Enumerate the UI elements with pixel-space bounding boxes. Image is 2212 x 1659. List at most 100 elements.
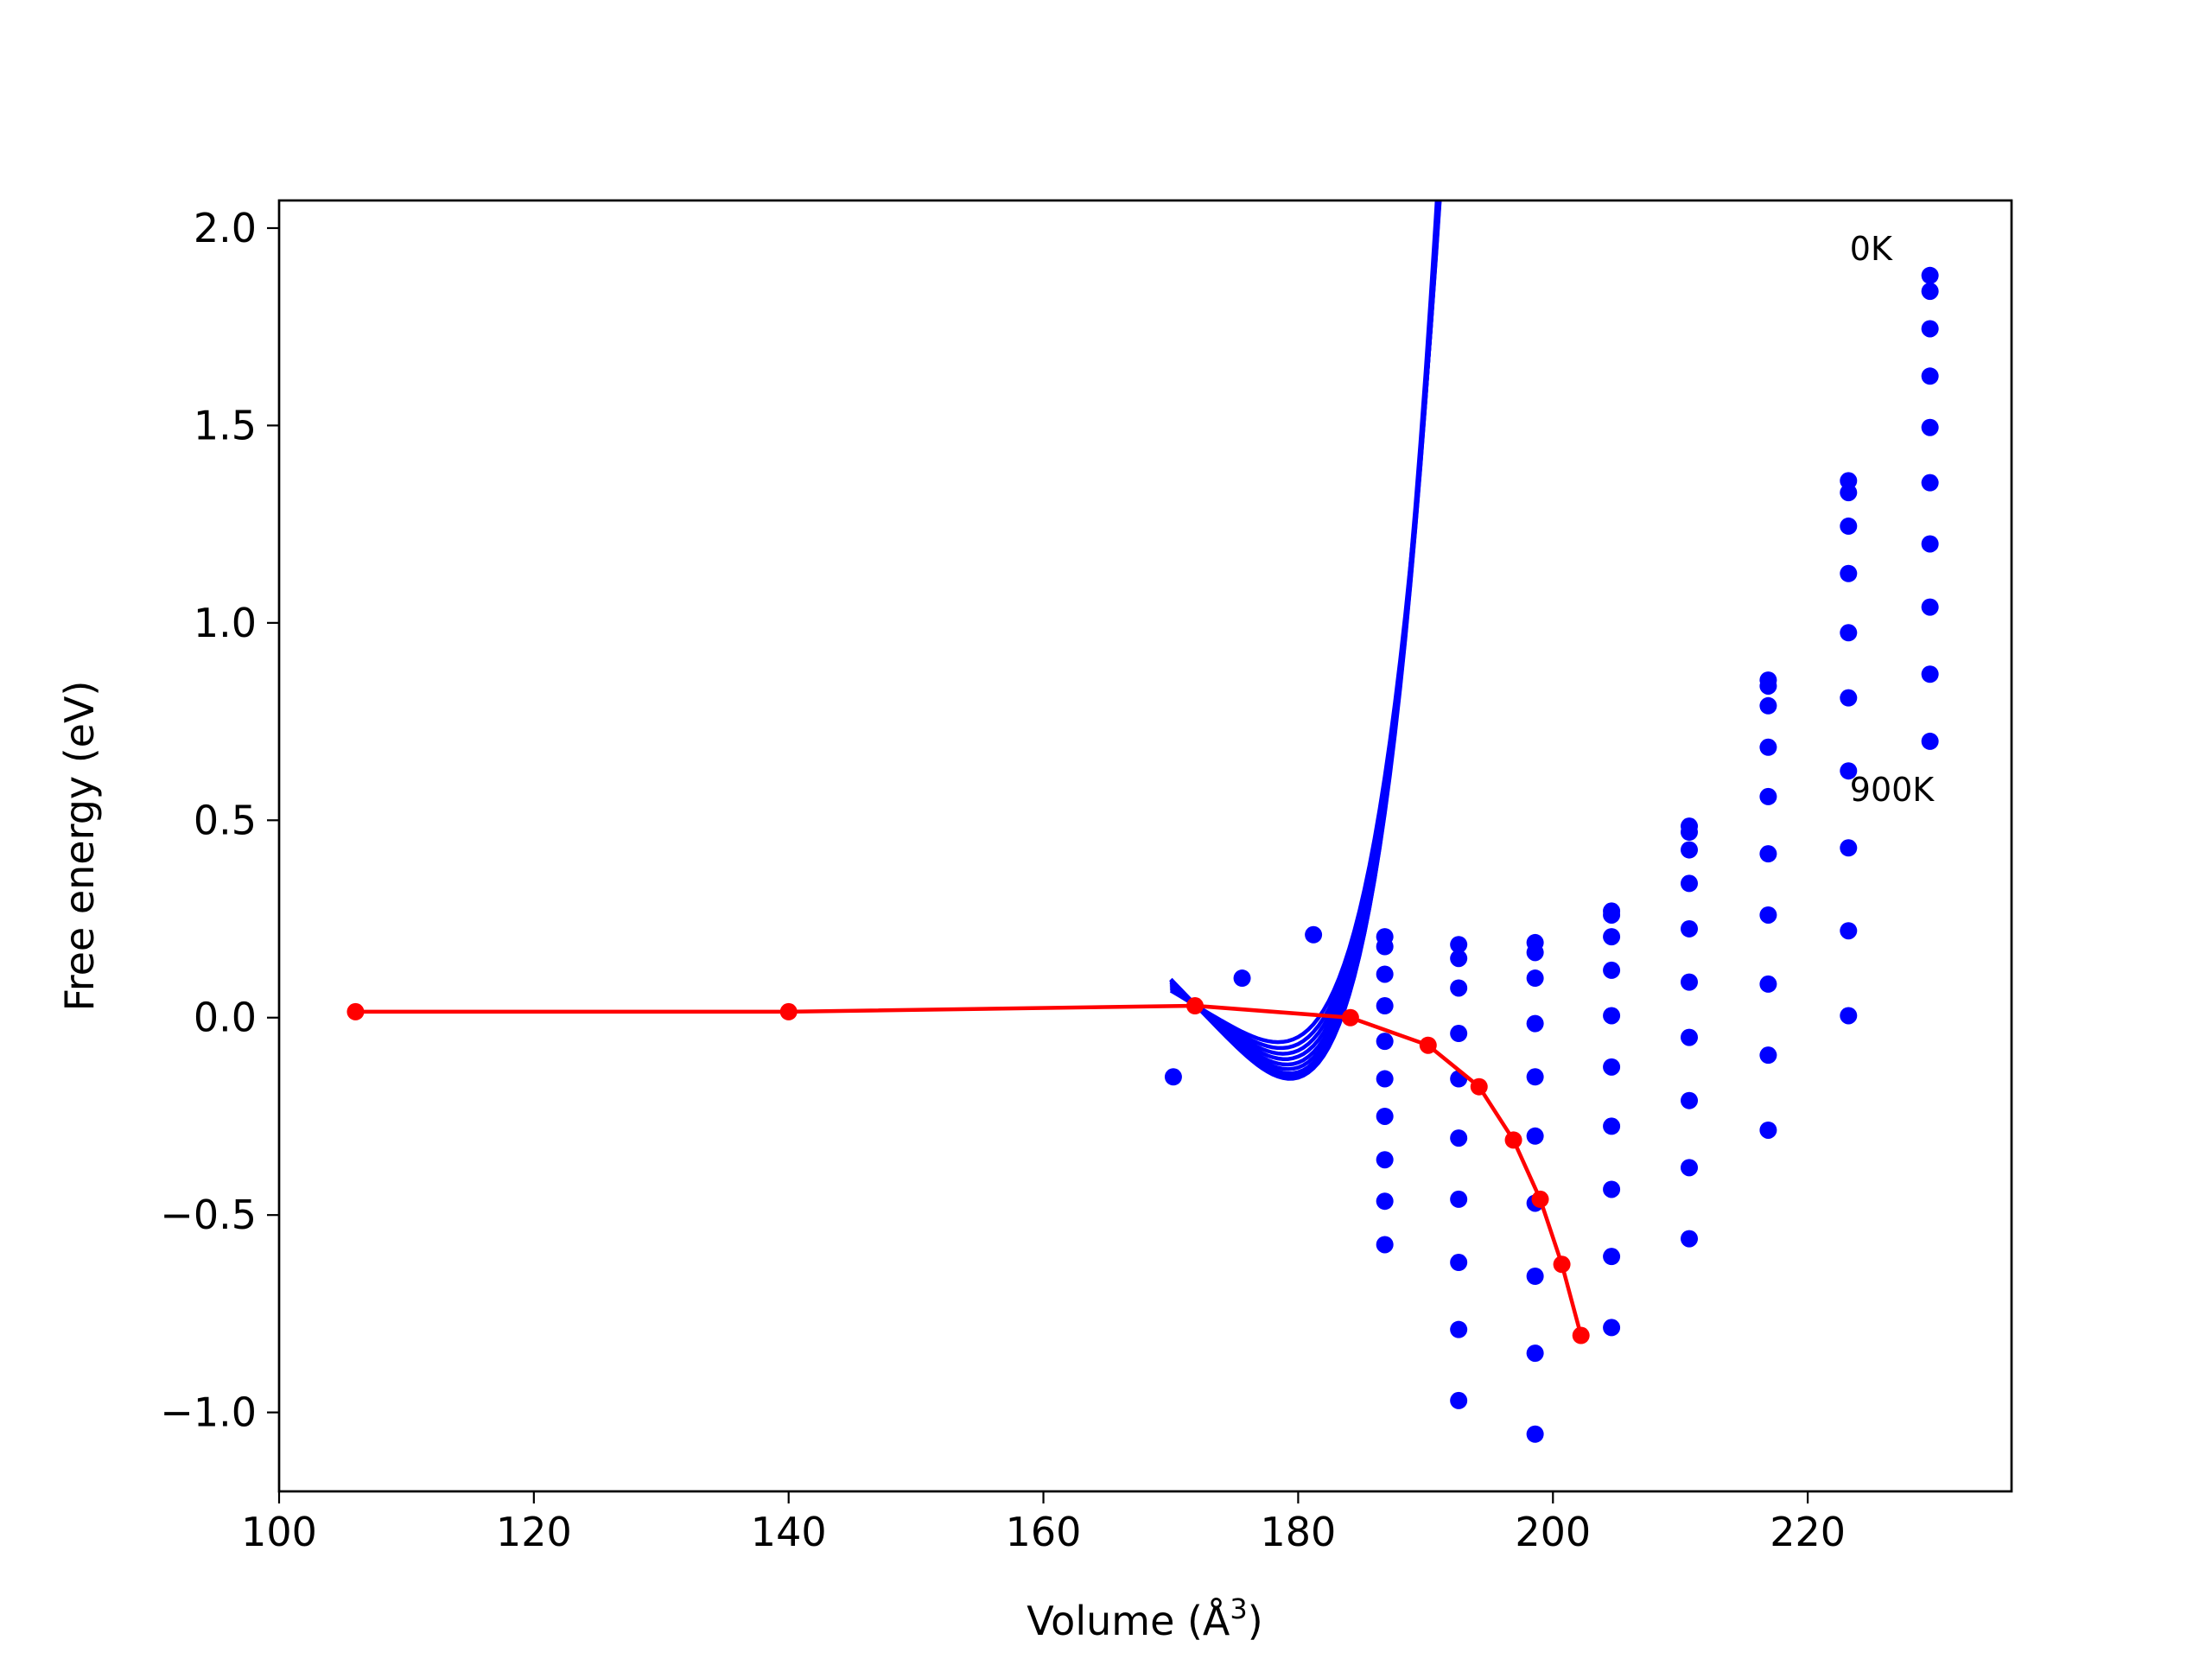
data-point: [1840, 839, 1858, 857]
x-tick-label: 220: [1770, 1509, 1846, 1555]
y-tick-label: 2.0: [194, 205, 257, 251]
data-point: [1759, 1046, 1777, 1065]
data-point: [1603, 1248, 1621, 1266]
data-point: [1759, 696, 1777, 715]
data-point: [1840, 1007, 1858, 1025]
data-point: [1603, 928, 1621, 946]
x-tick-label: 160: [1006, 1509, 1082, 1555]
x-tick-label: 140: [751, 1509, 827, 1555]
data-point: [1759, 787, 1777, 805]
minimum-path-point: [1185, 997, 1204, 1015]
data-point: [1450, 979, 1468, 997]
data-point: [1376, 1107, 1394, 1125]
fit-curve-0: [1169, 200, 1440, 1081]
data-point: [1526, 1068, 1544, 1086]
data-point: [1681, 1091, 1699, 1109]
minimum-path-point: [1572, 1326, 1590, 1344]
data-point: [1450, 936, 1468, 954]
data-point: [1840, 472, 1858, 490]
minimum-path-point: [1553, 1255, 1571, 1274]
data-point: [1921, 266, 1939, 284]
data-point: [1450, 1025, 1468, 1043]
y-tick-label: −0.5: [160, 1192, 257, 1238]
minimum-path-line: [355, 1003, 1583, 1337]
fit-curve-9: [1169, 200, 1442, 1045]
data-point: [1759, 845, 1777, 863]
minimum-path-point: [1504, 1131, 1522, 1149]
minimum-path-point: [779, 1002, 798, 1020]
data-point: [1376, 965, 1394, 983]
y-tick-label: −1.0: [160, 1389, 257, 1436]
plot-area: [346, 200, 1939, 1443]
data-point: [1681, 874, 1699, 893]
x-tick-label: 200: [1515, 1509, 1591, 1555]
data-point: [1840, 922, 1858, 940]
x-axis-ticks: 100 120 140 160 180 200 220: [241, 1491, 1846, 1555]
x-tick-label: 120: [496, 1509, 572, 1555]
data-point: [1305, 925, 1323, 944]
data-point: [1603, 961, 1621, 979]
data-point: [1759, 738, 1777, 756]
data-point: [1603, 1058, 1621, 1076]
x-tick-label: 180: [1261, 1509, 1337, 1555]
x-axis-label: Volume (Å3): [1027, 1592, 1262, 1644]
fit-curve-6: [1169, 200, 1442, 1061]
data-point: [1376, 938, 1394, 956]
data-point: [1450, 1129, 1468, 1147]
data-point: [1840, 689, 1858, 707]
data-point: [1164, 1068, 1182, 1086]
plot-frame: [277, 199, 2013, 1493]
data-point: [1921, 283, 1939, 301]
data-point: [1681, 841, 1699, 859]
minimum-path-point: [1341, 1008, 1359, 1027]
fit-curve-4: [1169, 200, 1441, 1071]
data-point: [1840, 564, 1858, 582]
data-point: [1759, 906, 1777, 924]
data-point: [1603, 1007, 1621, 1025]
y-tick-label: 1.5: [194, 402, 257, 448]
data-point: [1376, 1151, 1394, 1169]
data-point: [1450, 1190, 1468, 1208]
data-point: [1450, 1320, 1468, 1338]
minimum-path-point: [1419, 1036, 1437, 1054]
data-point: [1921, 474, 1939, 492]
fit-curve-2: [1169, 200, 1441, 1079]
data-point: [1921, 665, 1939, 683]
fit-curve-7: [1169, 200, 1442, 1056]
data-point: [1526, 1268, 1544, 1285]
data-point: [1840, 762, 1858, 780]
data-point: [1603, 1180, 1621, 1198]
data-point: [1921, 320, 1939, 338]
data-point: [1840, 517, 1858, 535]
data-point: [1840, 484, 1858, 502]
data-point: [1450, 1391, 1468, 1409]
data-point: [1681, 1230, 1699, 1248]
data-point: [1526, 944, 1544, 962]
data-point: [1526, 1344, 1544, 1363]
data-point: [1376, 1033, 1394, 1051]
data-point: [1759, 975, 1777, 993]
data-point: [1681, 1028, 1699, 1046]
y-axis-label: Free energy (eV): [56, 681, 103, 1012]
annotation-label: 0K: [1850, 230, 1893, 268]
fit-curve-1: [1169, 200, 1440, 1081]
data-point: [1603, 1319, 1621, 1337]
fit-curve-3: [1169, 200, 1441, 1076]
minimum-path-point: [1531, 1190, 1549, 1208]
curve-annotations: 0K 900K: [1850, 230, 1936, 809]
data-point: [1921, 367, 1939, 385]
data-point: [1376, 1236, 1394, 1254]
data-point: [1603, 1117, 1621, 1135]
annotation-label: 900K: [1850, 771, 1936, 809]
fit-curve-8: [1169, 200, 1442, 1051]
y-axis-ticks: −1.0 −0.5 0.0 0.5 1.0 1.5 2.0: [160, 205, 279, 1436]
data-point: [1921, 418, 1939, 436]
data-point: [1376, 997, 1394, 1015]
data-point: [1921, 535, 1939, 553]
data-point: [1376, 1070, 1394, 1088]
data-point: [1921, 598, 1939, 616]
minimum-path-point: [1470, 1077, 1488, 1096]
data-point: [1681, 823, 1699, 842]
x-tick-label: 100: [241, 1509, 317, 1555]
